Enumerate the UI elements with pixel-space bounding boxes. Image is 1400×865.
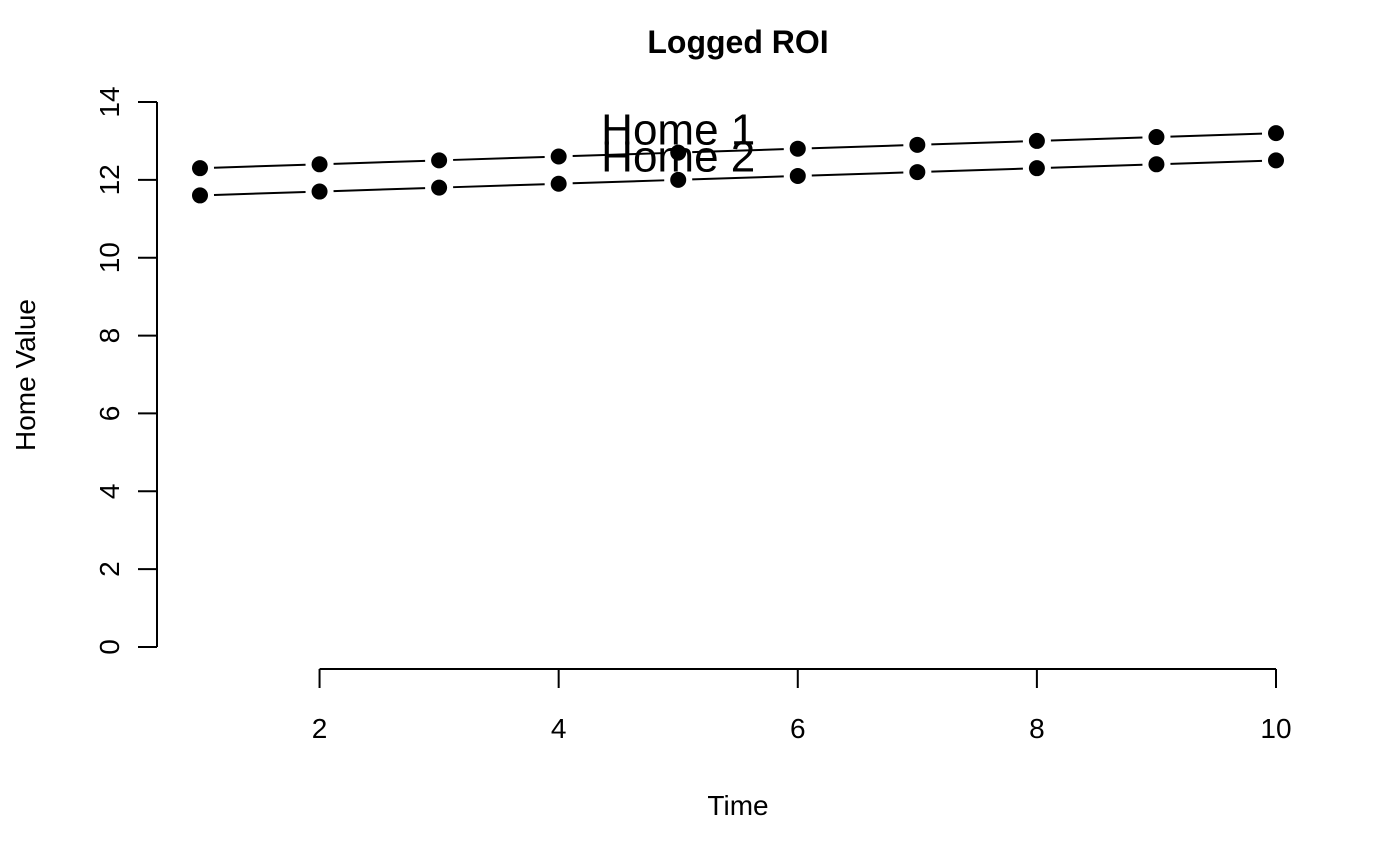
y-tick-label: 8 (94, 328, 125, 344)
y-tick-label: 6 (94, 406, 125, 422)
data-point (670, 144, 687, 161)
data-point (789, 167, 806, 184)
series-line-segment (811, 144, 904, 150)
data-point (1028, 132, 1045, 149)
series-line-segment (572, 179, 665, 185)
series-line-segment (1050, 163, 1143, 169)
annotation-label: Home 1 (601, 105, 755, 154)
data-point (909, 136, 926, 153)
y-axis: 0 2 4 6 8 10 12 14 (94, 86, 158, 655)
data-point (431, 179, 448, 196)
series-line-segment (931, 167, 1023, 173)
x-tick-label: 4 (551, 713, 567, 744)
y-tick-label: 10 (94, 242, 125, 273)
series-line-segment (333, 187, 426, 193)
data-point (1268, 125, 1284, 142)
data-point (1148, 129, 1165, 146)
y-tick-label: 4 (94, 483, 125, 499)
series-line-segment (692, 175, 784, 181)
series-line-segment (931, 140, 1023, 146)
x-tick-label: 2 (312, 713, 328, 744)
x-axis-title: Time (707, 790, 768, 821)
series-1 (192, 125, 1284, 177)
x-tick-label: 8 (1029, 713, 1045, 744)
data-point (311, 156, 328, 173)
x-tick-label: 6 (790, 713, 806, 744)
series-line-segment (453, 155, 545, 161)
series-line-segment (213, 190, 306, 196)
x-axis: 2 4 6 8 10 (312, 668, 1292, 744)
series-line-segment (572, 152, 665, 158)
y-tick-label: 0 (94, 639, 125, 655)
series-line-segment (453, 183, 545, 189)
series-line-segment (1170, 132, 1263, 138)
data-point (670, 171, 687, 188)
data-point (1268, 152, 1284, 169)
y-tick-label: 12 (94, 164, 125, 195)
series-line-segment (1170, 159, 1263, 165)
data-point (550, 148, 567, 165)
annotation-label: Home 2 (601, 133, 755, 182)
data-point (431, 152, 448, 169)
series-line-segment (333, 159, 426, 165)
y-tick-label: 2 (94, 561, 125, 577)
series-line-segment (692, 148, 784, 154)
series-line-segment (1050, 136, 1143, 142)
chart-title: Logged ROI (647, 24, 828, 60)
data-point (1148, 156, 1165, 173)
y-axis-title: Home Value (10, 299, 41, 451)
data-point (1028, 160, 1045, 177)
series-group (192, 125, 1284, 204)
series-2 (192, 152, 1284, 204)
data-point (909, 164, 926, 181)
data-point (311, 183, 328, 200)
data-point (789, 140, 806, 157)
y-tick-label: 14 (94, 86, 125, 117)
series-line-segment (811, 171, 904, 177)
data-point (192, 187, 208, 204)
data-point (550, 175, 567, 192)
x-tick-label: 10 (1260, 713, 1291, 744)
data-point (192, 160, 208, 177)
series-line-segment (213, 163, 306, 169)
